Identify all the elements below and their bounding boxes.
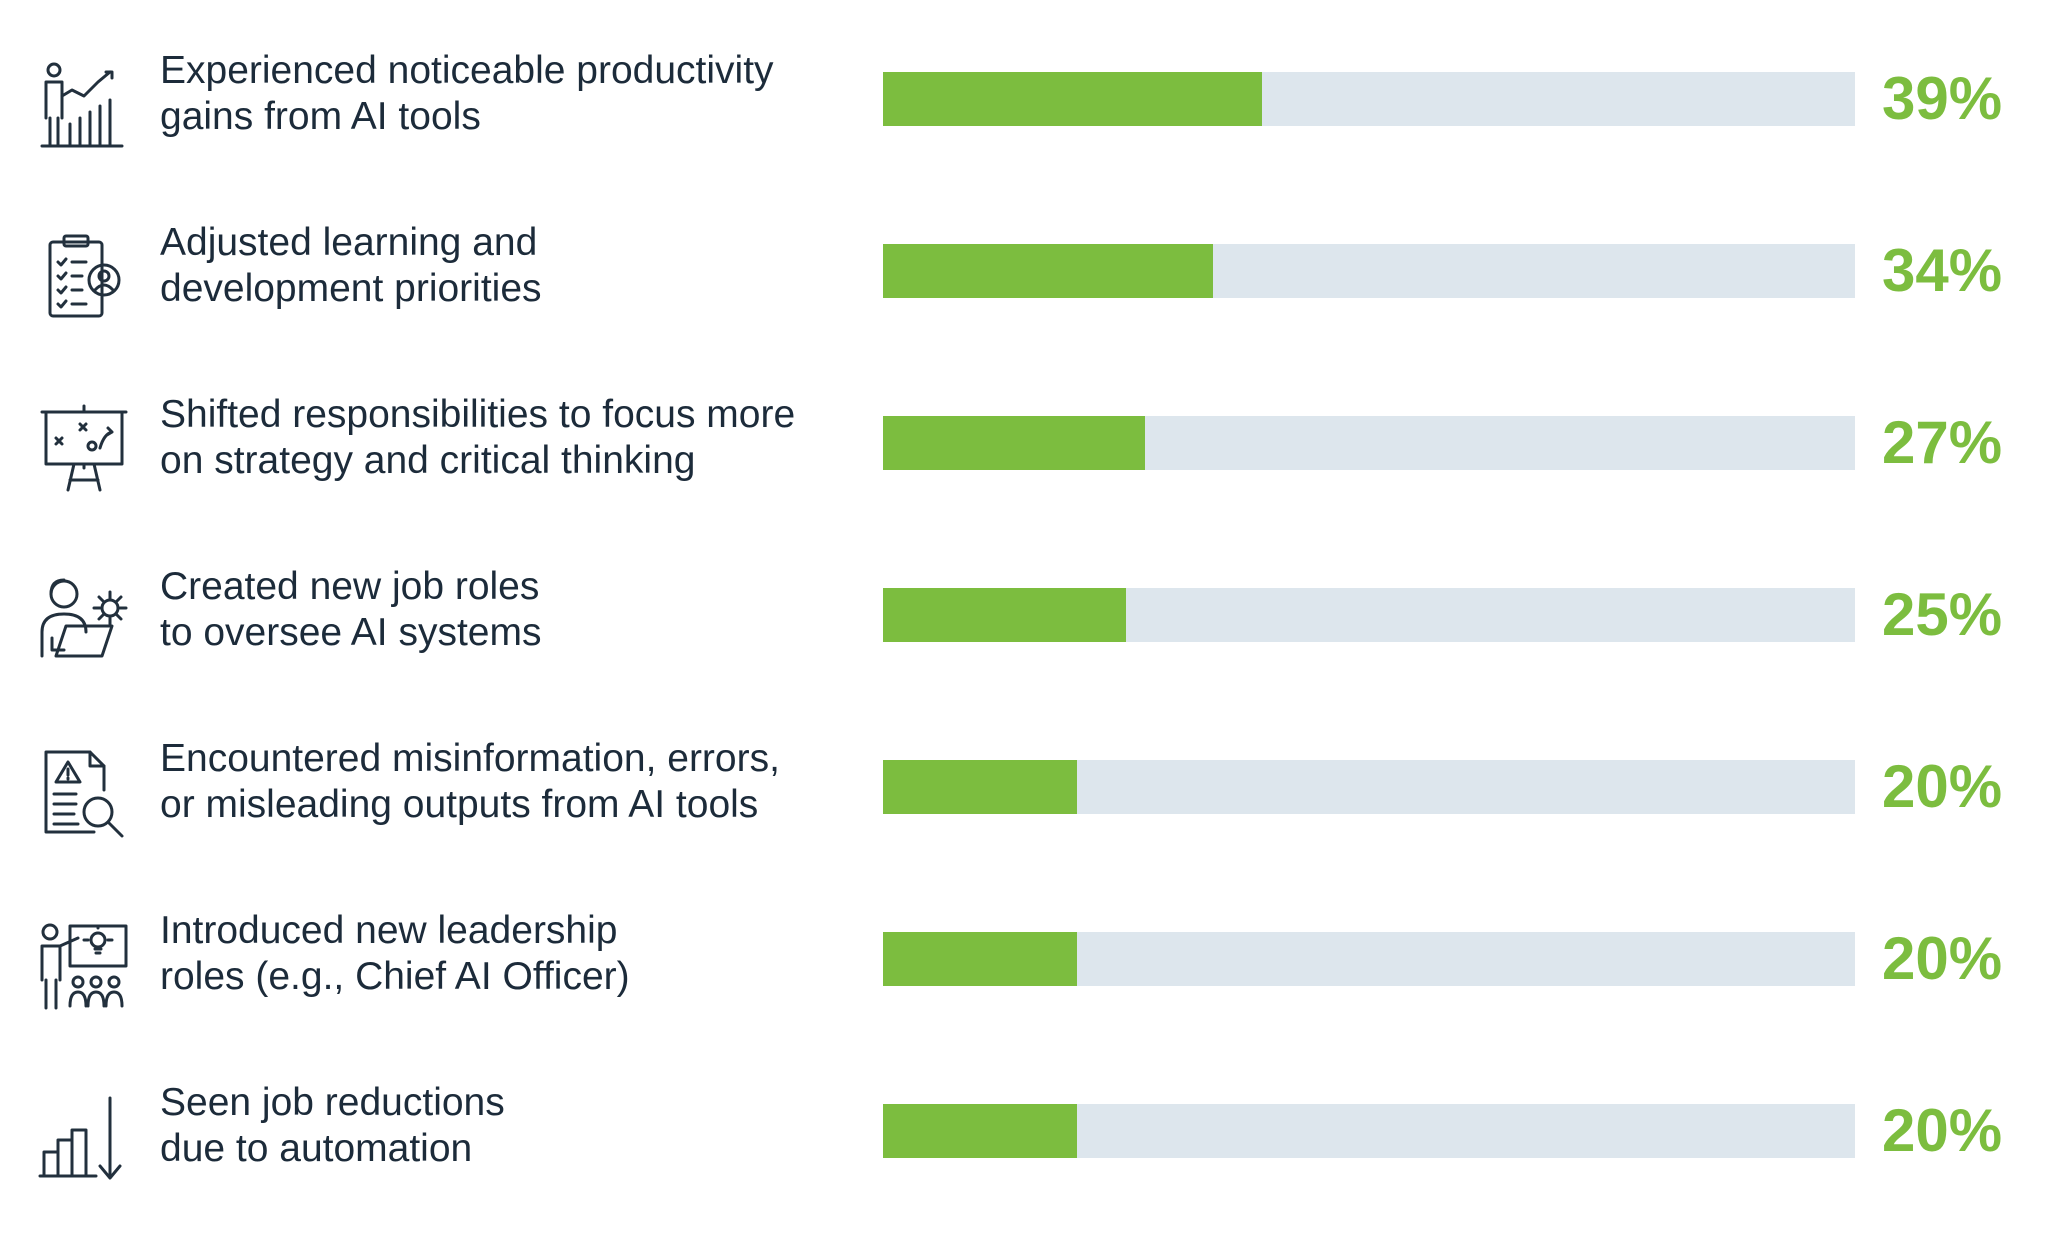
category-label: Encountered misinformation, errors, or mi…	[160, 736, 860, 828]
category-label-line: Created new job roles	[160, 565, 540, 608]
presenter-team-idea-icon	[34, 916, 134, 1016]
bar	[883, 760, 1078, 814]
bar-track	[883, 1104, 1855, 1158]
category-label-line: due to automation	[160, 1127, 473, 1170]
bar-row: Encountered misinformation, errors, or mi…	[0, 736, 2048, 866]
category-label: Seen job reductions due to automation	[160, 1080, 860, 1172]
value-label: 34%	[1882, 237, 2003, 304]
category-label-line: Seen job reductions	[160, 1081, 505, 1124]
value-label: 39%	[1882, 65, 2003, 132]
bar-track	[883, 932, 1855, 986]
value-label: 25%	[1882, 581, 2003, 648]
bar-row: Created new job roles to oversee AI syste…	[0, 564, 2048, 694]
strategy-board-icon	[34, 400, 134, 500]
bar-row: Introduced new leadership roles (e.g., Ch…	[0, 908, 2048, 1038]
category-label-line: or misleading outputs from AI tools	[160, 783, 759, 826]
category-label-line: to oversee AI systems	[160, 611, 542, 654]
declining-bars-arrow-icon	[34, 1088, 134, 1188]
bar-track	[883, 72, 1855, 126]
value-label: 20%	[1882, 1097, 2003, 1164]
bar-track	[883, 588, 1855, 642]
value-label: 20%	[1882, 753, 2003, 820]
category-label-line: on strategy and critical thinking	[160, 439, 696, 482]
bar-row: Adjusted learning and development priorit…	[0, 220, 2048, 350]
bar-row: Shifted responsibilities to focus more on…	[0, 392, 2048, 522]
category-label: Adjusted learning and development priorit…	[160, 220, 860, 312]
bar	[883, 244, 1214, 298]
bar	[883, 932, 1078, 986]
bar-track	[883, 760, 1855, 814]
bar	[883, 588, 1126, 642]
category-label: Experienced noticeable productivity gains…	[160, 48, 860, 140]
productivity-chart-icon	[34, 56, 134, 156]
category-label-line: development priorities	[160, 267, 542, 310]
value-label: 20%	[1882, 925, 2003, 992]
category-label: Shifted responsibilities to focus more on…	[160, 392, 860, 484]
bar-row: Seen job reductions due to automation 20%	[0, 1080, 2048, 1210]
bar-track	[883, 244, 1855, 298]
bar	[883, 416, 1146, 470]
category-label-line: Adjusted learning and	[160, 221, 538, 264]
category-label-line: Introduced new leadership	[160, 909, 618, 952]
category-label-line: Experienced noticeable productivity	[160, 49, 774, 92]
document-warning-magnifier-icon	[34, 744, 134, 844]
bar-track	[883, 416, 1855, 470]
bar-row: Experienced noticeable productivity gains…	[0, 48, 2048, 178]
category-label: Introduced new leadership roles (e.g., Ch…	[160, 908, 860, 1000]
category-label-line: Shifted responsibilities to focus more	[160, 393, 796, 436]
bar	[883, 72, 1263, 126]
category-label-line: Encountered misinformation, errors,	[160, 737, 780, 780]
category-label-line: roles (e.g., Chief AI Officer)	[160, 955, 630, 998]
clipboard-checklist-person-icon	[34, 228, 134, 328]
person-laptop-gear-icon	[34, 572, 134, 672]
category-label-line: gains from AI tools	[160, 95, 481, 138]
bar	[883, 1104, 1078, 1158]
value-label: 27%	[1882, 409, 2003, 476]
category-label: Created new job roles to oversee AI syste…	[160, 564, 860, 656]
